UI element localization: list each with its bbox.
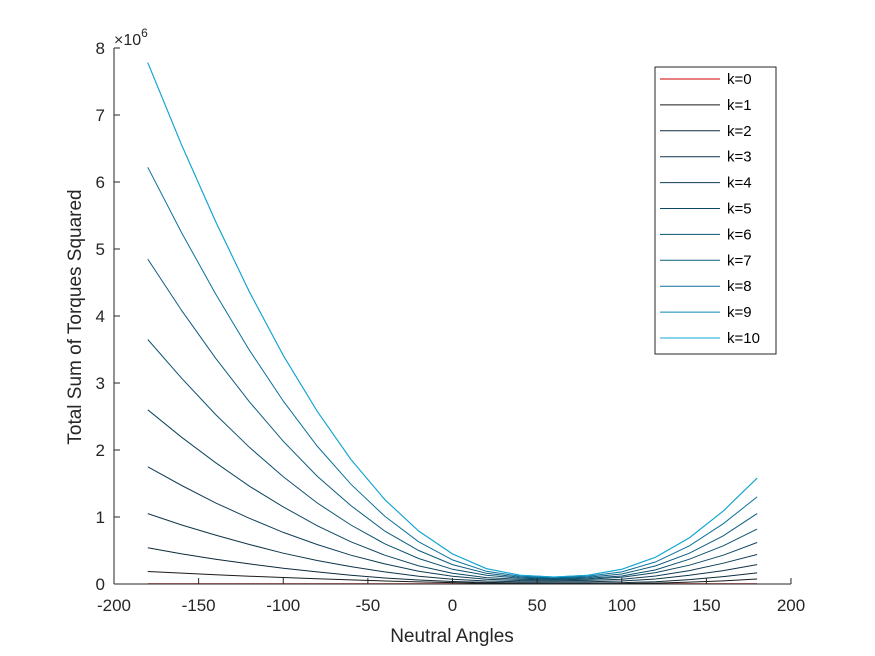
legend-entry-label: k=3	[727, 149, 752, 166]
series-line-k=4	[147, 466, 758, 582]
y-tick-label: 0	[96, 575, 105, 594]
x-tick-label: 150	[692, 596, 720, 615]
legend-entry-label: k=9	[727, 304, 752, 321]
x-tick-label: -100	[266, 596, 300, 615]
y-tick-label: 7	[96, 106, 105, 125]
y-tick-label: 5	[96, 240, 105, 259]
y-tick-label: 3	[96, 374, 105, 393]
legend-entry-label: k=5	[727, 201, 752, 218]
x-tick-label: 0	[448, 596, 457, 615]
legend-entry-label: k=6	[727, 226, 752, 243]
legend-entry-label: k=0	[727, 71, 752, 88]
y-tick-label: 6	[96, 173, 105, 192]
axes: -200 -150 -100 -50 0 50 100 150 200 0 1 2 3 4 5 6 7 8	[96, 39, 806, 615]
legend-entry-label: k=2	[727, 123, 752, 140]
y-tick-label: 2	[96, 441, 105, 460]
series-line-k=8	[147, 167, 758, 579]
x-tick-label: -50	[356, 596, 381, 615]
legend-entry-label: k=1	[727, 97, 752, 114]
y-ticks: 0 1 2 3 4 5 6 7 8	[96, 39, 120, 594]
series-line-k=7	[147, 258, 758, 579]
legend-entry-label: k=8	[727, 278, 752, 295]
legend-entry-label: k=7	[727, 252, 752, 269]
x-tick-label: -200	[97, 596, 131, 615]
legend-entry-label: k=10	[727, 330, 760, 347]
legend: k=0 k=1 k=2 k=3 k=4 k=5 k=6 k=7 k=8 k=9 k=10	[654, 66, 777, 355]
y-tick-label: 1	[96, 508, 105, 527]
series-line-k=10	[147, 62, 758, 578]
x-tick-label: -150	[182, 596, 216, 615]
series-line-k=5	[147, 409, 758, 581]
x-ticks: -200 -150 -100 -50 0 50 100 150 200	[97, 578, 805, 615]
x-tick-label: 50	[528, 596, 547, 615]
x-axis-label: Neutral Angles	[390, 626, 514, 647]
legend-entry-label: k=4	[727, 175, 752, 192]
y-tick-label: 8	[96, 39, 105, 58]
y-axis-label: Total Sum of Torques Squared	[65, 189, 86, 444]
legend-box	[654, 66, 777, 355]
series-line-k=6	[147, 339, 758, 580]
x-tick-label: 200	[777, 596, 805, 615]
y-tick-label: 4	[96, 307, 105, 326]
x-tick-label: 100	[608, 596, 636, 615]
y-exponent-label: ×106	[114, 26, 148, 49]
